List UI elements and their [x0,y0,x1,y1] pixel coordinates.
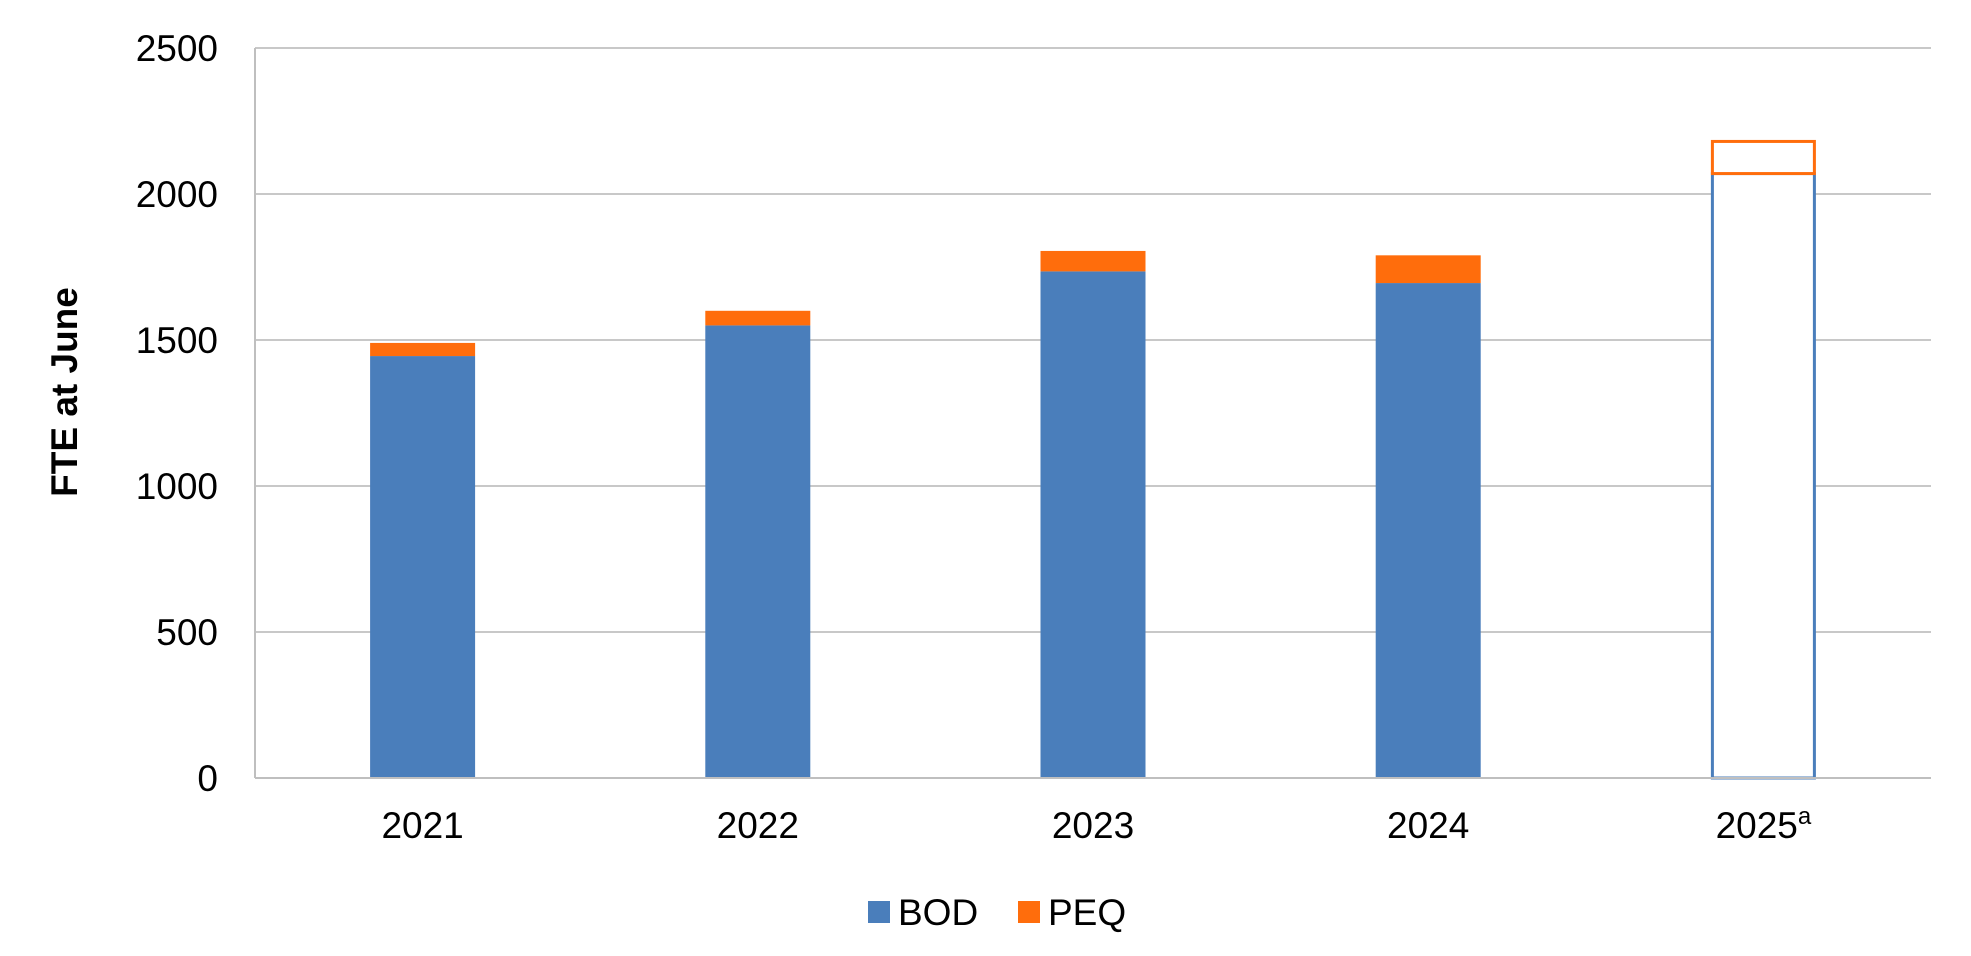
bar-bod-2024 [1375,283,1481,778]
y-axis-ticks: 0 500 1000 1500 2000 2500 [136,28,218,799]
x-tick-superscript: a [1798,803,1812,830]
bar-peq-2023 [1040,250,1146,272]
y-axis-title: FTE at June [44,287,85,497]
legend-swatch-peq [1018,901,1040,923]
bar-bod-2025 [1710,172,1816,780]
x-tick-label: 2024 [1387,805,1469,846]
bar-peq-2024 [1375,255,1481,284]
legend: BOD PEQ [868,892,1126,933]
legend-label-peq: PEQ [1048,892,1126,933]
bar-bod-2023 [1040,271,1146,778]
y-tick-label: 500 [156,612,218,653]
x-tick-label: 2021 [381,805,463,846]
y-tick-label: 1500 [136,320,218,361]
y-tick-label: 0 [197,758,218,799]
bar-peq-2022 [705,310,811,326]
bars [370,139,1816,780]
x-axis-ticks: 2021 2022 2023 2024 2025a [381,803,1811,846]
bar-bod-2021 [370,356,476,778]
x-tick-label: 2022 [717,805,799,846]
x-tick-label: 2023 [1052,805,1134,846]
legend-swatch-bod [868,901,890,923]
y-tick-label: 2000 [136,174,218,215]
legend-label-bod: BOD [898,892,978,933]
bar-peq-2021 [370,342,476,357]
bar-peq-2025 [1710,139,1816,176]
y-tick-label: 2500 [136,28,218,69]
bar-bod-2022 [705,325,811,778]
y-tick-label: 1000 [136,466,218,507]
x-tick-label: 2025a [1716,803,1812,846]
